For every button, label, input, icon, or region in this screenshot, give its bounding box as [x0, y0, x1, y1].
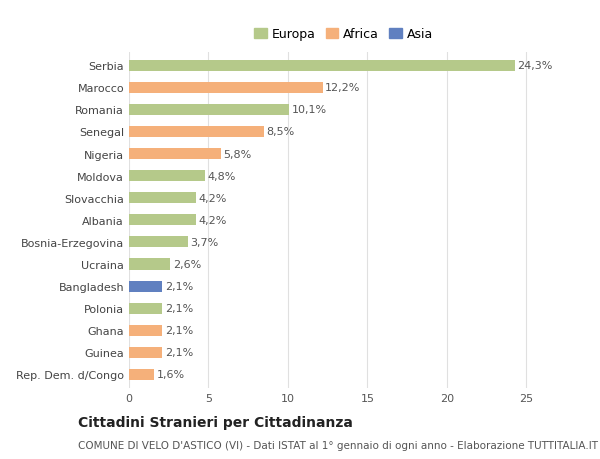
Bar: [129, 369, 154, 380]
Text: 24,3%: 24,3%: [517, 61, 553, 71]
Bar: [129, 259, 170, 270]
Text: 12,2%: 12,2%: [325, 83, 361, 93]
Bar: [129, 127, 264, 138]
Text: 2,1%: 2,1%: [165, 347, 193, 358]
Bar: [129, 303, 163, 314]
Bar: [129, 105, 289, 116]
Text: 4,8%: 4,8%: [208, 171, 236, 181]
Text: Cittadini Stranieri per Cittadinanza: Cittadini Stranieri per Cittadinanza: [78, 415, 353, 429]
Text: 4,2%: 4,2%: [198, 193, 226, 203]
Bar: [129, 171, 205, 182]
Text: 2,1%: 2,1%: [165, 325, 193, 336]
Bar: [129, 325, 163, 336]
Bar: [129, 83, 323, 94]
Text: 2,6%: 2,6%: [173, 259, 201, 269]
Text: 4,2%: 4,2%: [198, 215, 226, 225]
Text: 3,7%: 3,7%: [190, 237, 218, 247]
Bar: [129, 281, 163, 292]
Bar: [129, 149, 221, 160]
Text: 5,8%: 5,8%: [224, 149, 252, 159]
Text: 2,1%: 2,1%: [165, 303, 193, 313]
Bar: [129, 215, 196, 226]
Text: 10,1%: 10,1%: [292, 105, 327, 115]
Text: 2,1%: 2,1%: [165, 281, 193, 291]
Legend: Europa, Africa, Asia: Europa, Africa, Asia: [252, 26, 435, 44]
Bar: [129, 61, 515, 72]
Text: 1,6%: 1,6%: [157, 369, 185, 380]
Bar: [129, 193, 196, 204]
Text: COMUNE DI VELO D'ASTICO (VI) - Dati ISTAT al 1° gennaio di ogni anno - Elaborazi: COMUNE DI VELO D'ASTICO (VI) - Dati ISTA…: [78, 440, 598, 450]
Bar: [129, 347, 163, 358]
Bar: [129, 237, 188, 248]
Text: 8,5%: 8,5%: [266, 127, 295, 137]
